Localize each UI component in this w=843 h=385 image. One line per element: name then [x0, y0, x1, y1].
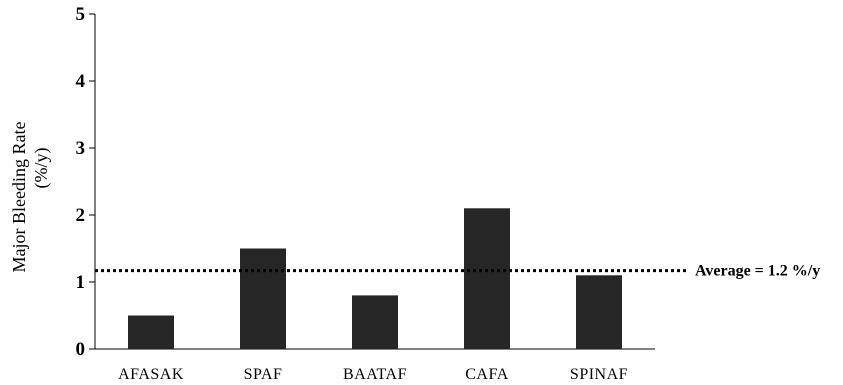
average-reference: Average = 1.2 %/y	[95, 263, 820, 280]
y-axis-label: Major Bleeding Rate (%/y)	[9, 122, 52, 273]
y-ticks: 0 1 2 3 4 5	[76, 4, 95, 360]
average-label: Average = 1.2 %/y	[695, 263, 820, 280]
y-tick-label: 4	[76, 71, 86, 92]
y-axis-label-line1: Major Bleeding Rate	[9, 122, 29, 273]
bar-spinaf	[576, 275, 622, 349]
y-tick-label: 5	[76, 4, 86, 25]
y-tick-label: 3	[76, 138, 86, 159]
y-tick-label: 1	[76, 272, 86, 293]
x-tick-label: CAFA	[465, 366, 509, 383]
x-tick-label: AFASAK	[118, 366, 184, 383]
x-ticks: AFASAK SPAF BAATAF CAFA SPINAF	[118, 366, 628, 383]
bar-cafa	[464, 208, 510, 349]
bar-spaf	[240, 248, 286, 349]
x-tick-label: BAATAF	[343, 366, 407, 383]
x-tick-label: SPAF	[244, 366, 283, 383]
x-tick-label: SPINAF	[570, 366, 628, 383]
bar-baataf	[352, 295, 398, 349]
bar-afasak	[128, 315, 174, 349]
y-tick-label: 0	[76, 339, 86, 360]
bars	[128, 208, 622, 349]
y-tick-label: 2	[76, 205, 86, 226]
y-axis-label-line2: (%/y)	[31, 148, 52, 189]
